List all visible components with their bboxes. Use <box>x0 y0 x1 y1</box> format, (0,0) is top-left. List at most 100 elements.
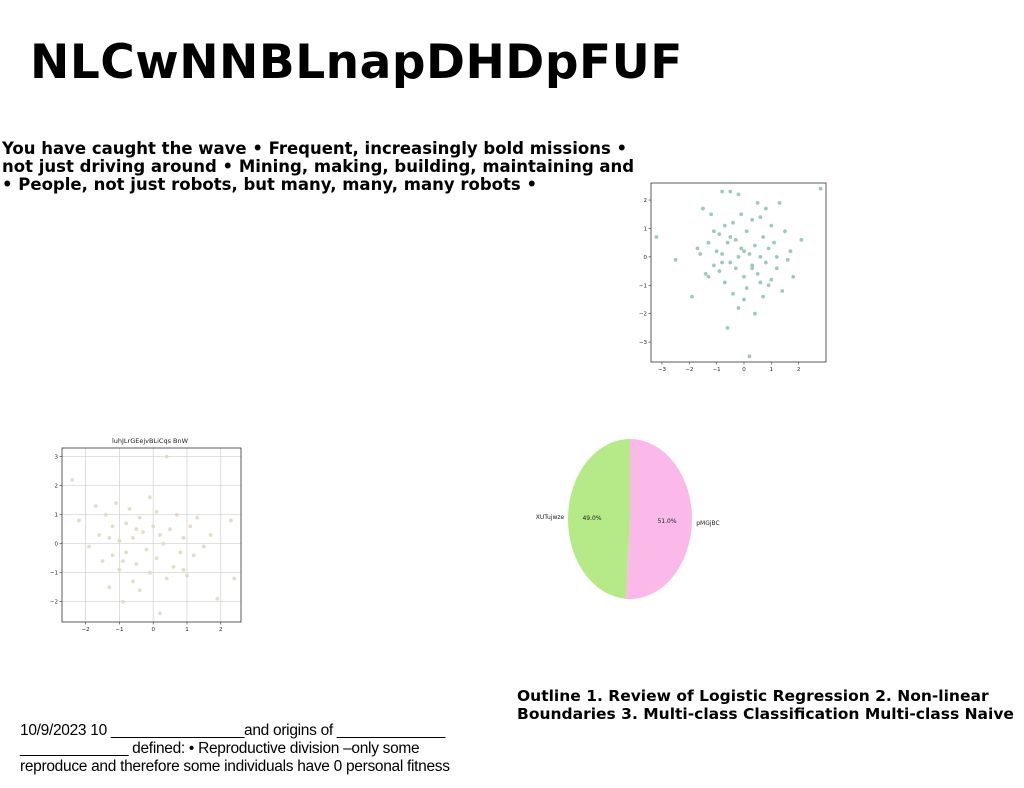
scatter-point <box>228 518 233 523</box>
footer-text: 10/9/2023 10 ________________and origins… <box>20 722 500 776</box>
scatter-point <box>711 229 716 234</box>
scatter-point <box>742 274 746 279</box>
scatter-point <box>131 579 135 584</box>
scatter-point <box>717 269 722 273</box>
bullet-line: • People, not just robots, but many, man… <box>2 175 537 194</box>
scatter-point <box>147 495 152 500</box>
y-tick-label: −3 <box>639 340 648 346</box>
scatter-point <box>720 189 724 194</box>
scatter-point <box>728 235 733 239</box>
scatter-point <box>780 289 785 293</box>
scatter-point <box>744 229 749 234</box>
scatter-point <box>120 559 125 563</box>
scatter-point <box>87 544 91 549</box>
scatter-point <box>717 232 722 237</box>
scatter-point <box>137 588 142 592</box>
bullet-paragraph: You have caught the wave • Frequent, inc… <box>2 139 634 194</box>
scatter-point <box>742 297 746 302</box>
y-tick-label: 0 <box>55 542 59 548</box>
y-tick-label: −2 <box>50 600 58 606</box>
pie-label-pmgjbc: pMGjBC <box>696 520 720 527</box>
scatter-point <box>100 559 105 563</box>
scatter-point <box>722 280 727 285</box>
x-tick-label: −1 <box>713 367 721 373</box>
scatter-point <box>144 547 149 552</box>
scatter-point <box>124 521 129 526</box>
scatter-point <box>706 274 711 279</box>
scatter-point <box>739 212 744 217</box>
bullet-line: You have caught the wave • Frequent, inc… <box>2 139 628 158</box>
scatter-point <box>131 536 135 540</box>
outline-line: Outline 1. Review of Logistic Regression… <box>517 687 989 705</box>
scatter-point <box>720 252 724 256</box>
scatter-point <box>755 272 760 276</box>
scatter-point <box>769 277 774 282</box>
scatter-point <box>747 354 752 359</box>
scatter-point <box>147 570 152 575</box>
pie-label-xutujwze: XUTujwze <box>536 514 565 521</box>
y-tick-label: 2 <box>55 484 59 490</box>
scatter-point <box>785 257 790 262</box>
scatter-point <box>728 189 733 194</box>
x-tick-label: −3 <box>658 367 667 373</box>
scatter-point <box>215 596 220 601</box>
scatter-chart-beige: luhJLrGEejvBLiCqs BnW −2 −1 0 1 2 −2 −1 0 1 2 3 <box>50 437 242 633</box>
footer-line: _____________ defined: • Reproductive di… <box>20 740 420 757</box>
scatter-point <box>772 240 776 245</box>
scatter-point <box>107 536 112 540</box>
scatter-point <box>714 249 719 254</box>
scatter-point <box>185 573 189 578</box>
scatter-point <box>154 556 159 561</box>
scatter-point <box>720 260 724 265</box>
scatter-point <box>763 206 768 211</box>
scatter-point <box>178 550 183 555</box>
scatter-point <box>654 235 659 239</box>
scatter-point <box>753 311 757 316</box>
scatter-point <box>750 263 755 268</box>
scatter-point <box>733 237 738 242</box>
scatter-point <box>791 274 796 279</box>
footer-line: 10/9/2023 10 ________________and origins… <box>20 722 446 739</box>
scatter-point <box>758 280 763 285</box>
scatter-point <box>711 263 716 268</box>
scatter-point <box>164 576 169 581</box>
scatter-point <box>158 533 162 537</box>
scatter-point <box>761 235 766 239</box>
scatter-point <box>761 294 766 299</box>
y-tick-label: 1 <box>644 226 648 232</box>
scatter-point <box>698 252 703 256</box>
scatter-point <box>777 200 782 205</box>
scatter-point <box>783 229 787 234</box>
scatter-point <box>168 527 172 532</box>
x-tick-label: 2 <box>797 367 801 373</box>
scatter-point <box>750 218 755 222</box>
scatter-point <box>736 254 741 259</box>
scatter-point <box>117 538 122 543</box>
scatter-point <box>137 515 142 520</box>
y-tick-label: −1 <box>639 283 647 289</box>
y-tick-label: 2 <box>644 198 648 204</box>
scatter-point <box>744 286 749 291</box>
scatter-point <box>188 524 193 529</box>
scatter-point <box>731 220 735 225</box>
scatter-point <box>725 240 730 245</box>
scatter-point <box>774 266 779 271</box>
scatter-point <box>742 249 746 254</box>
scatter-point <box>766 283 771 288</box>
y-tick-label: 0 <box>644 255 648 261</box>
scatter-point <box>124 550 129 555</box>
scatter-point <box>110 524 115 529</box>
scatter-point <box>758 215 763 219</box>
scatter-point <box>117 567 122 572</box>
x-tick-label: 0 <box>742 367 746 373</box>
scatter-point <box>114 501 118 505</box>
scatter-point <box>731 291 735 296</box>
scatter-point <box>181 536 186 540</box>
y-tick-label: 1 <box>55 513 59 519</box>
scatter-point <box>107 585 112 590</box>
scatter-point <box>110 553 115 558</box>
y-tick-label: −1 <box>50 571 58 577</box>
scatter-point <box>725 326 730 330</box>
scatter-point <box>134 562 139 566</box>
scatter-point <box>728 260 733 265</box>
